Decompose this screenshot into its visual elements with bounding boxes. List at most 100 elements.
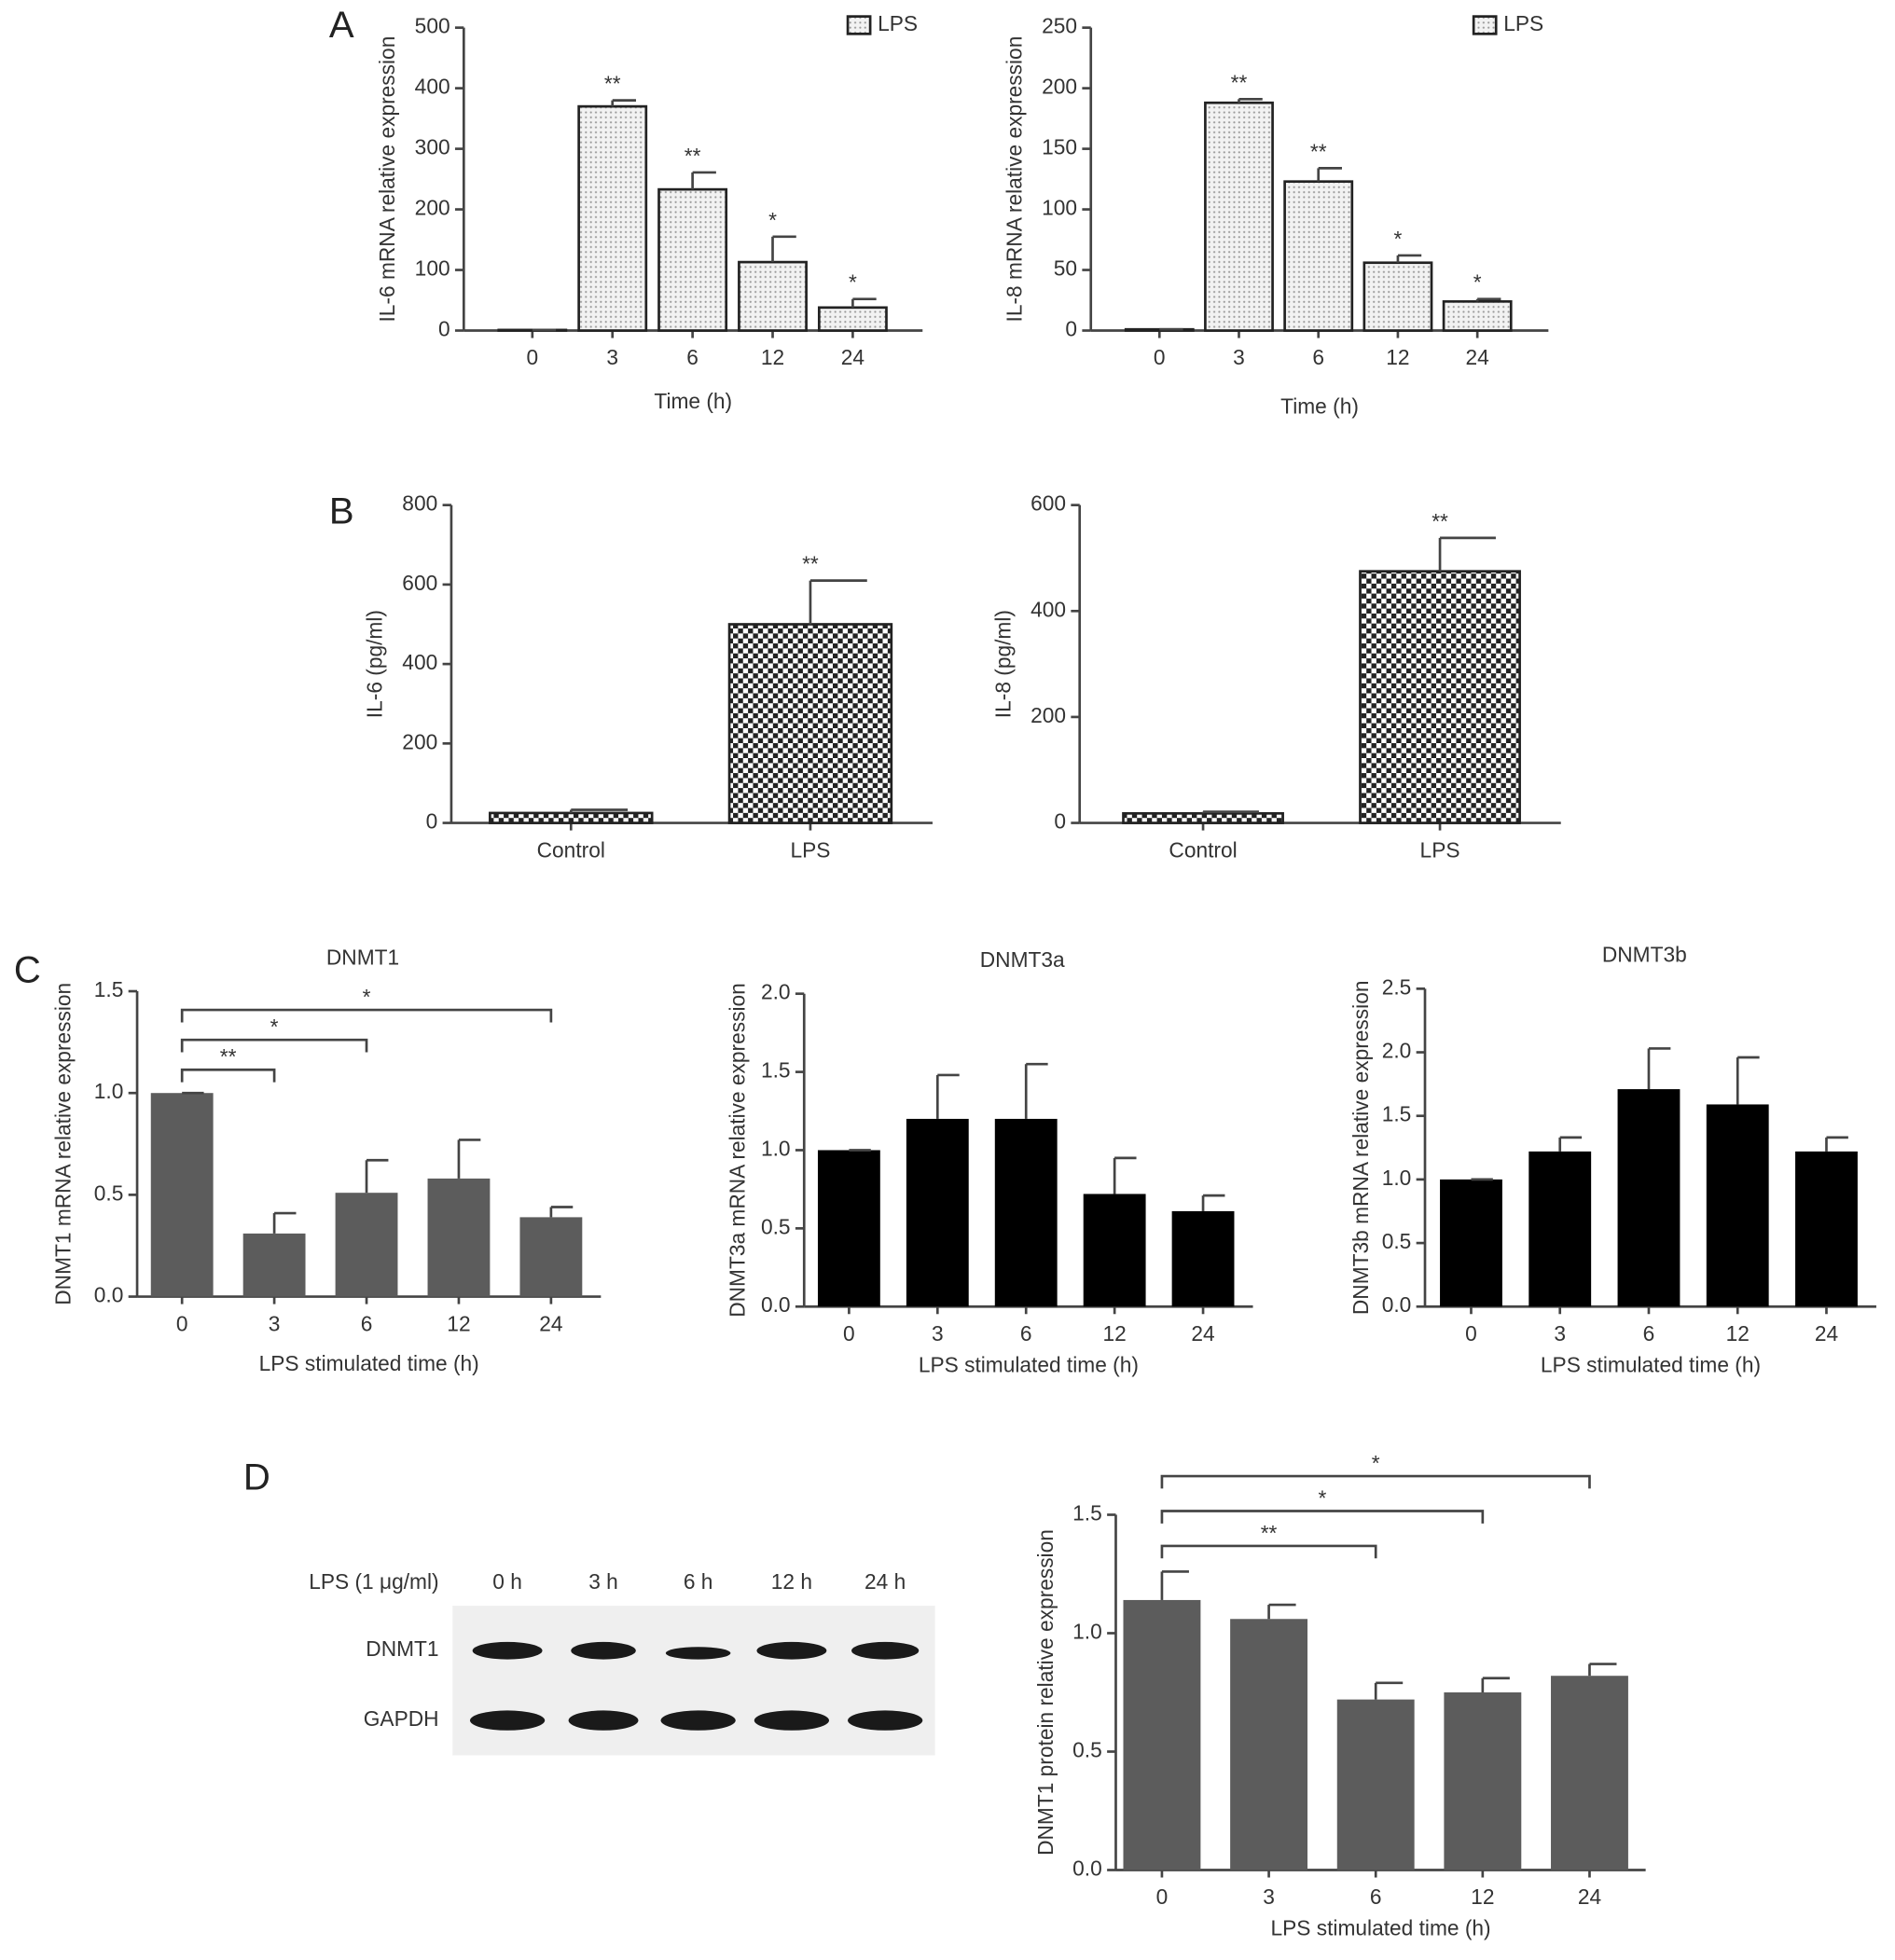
blot-lane: 0 h	[492, 1569, 522, 1594]
x-tick-label: 12	[447, 1311, 470, 1335]
y-tick-label: 1.0	[94, 1079, 124, 1103]
x-axis-label: LPS stimulated time (h)	[1270, 1916, 1490, 1940]
significance: *	[768, 208, 777, 232]
comparison-label: **	[1261, 1521, 1278, 1545]
y-tick-label: 200	[402, 729, 437, 753]
panel-label: A	[329, 5, 354, 46]
x-tick-label: 0	[527, 345, 539, 369]
error-bar	[1238, 97, 1263, 104]
x-tick-label: 12	[1726, 1321, 1750, 1346]
x-axis-label: LPS stimulated time (h)	[259, 1351, 479, 1375]
chart-title: DNMT1	[326, 945, 399, 969]
y-tick-label: 1.0	[1072, 1620, 1102, 1644]
x-tick-label: Control	[537, 837, 605, 862]
error-bar	[1201, 810, 1259, 814]
y-axis-label: DNMT3a mRNA relative expression	[726, 983, 750, 1318]
bar	[738, 260, 808, 332]
bar	[1444, 1692, 1522, 1870]
legend-swatch	[846, 15, 872, 35]
y-axis-label: IL-6 (pg/ml)	[363, 610, 387, 718]
blot-bands	[469, 1641, 923, 1731]
x-tick-label: 12	[1471, 1884, 1494, 1909]
y-tick-label: 600	[402, 571, 437, 595]
y-axis-label: IL-8 mRNA relative expression	[1003, 36, 1027, 323]
bar	[1551, 1676, 1628, 1870]
error-bar	[457, 1139, 481, 1179]
bar	[1362, 261, 1433, 332]
y-tick-label: 2.0	[1382, 1039, 1412, 1063]
significance: *	[1473, 270, 1482, 295]
bar	[577, 104, 648, 332]
comparison-bracket	[180, 1038, 368, 1053]
comparison-label: *	[1372, 1451, 1380, 1475]
x-tick-label: 12	[761, 345, 784, 369]
x-tick-label: LPS	[790, 837, 830, 862]
bar	[1706, 1104, 1769, 1307]
y-tick-label: 1.0	[761, 1136, 791, 1160]
error-bar	[272, 1211, 297, 1234]
x-tick-label: 6	[1643, 1321, 1655, 1346]
significance: **	[1231, 70, 1248, 94]
x-tick-label: 0	[1465, 1321, 1477, 1346]
comparison-label: *	[270, 1015, 279, 1039]
x-axis-label: LPS stimulated time (h)	[1541, 1352, 1761, 1376]
x-tick-label: 6	[1312, 345, 1324, 369]
error-bar	[1558, 1136, 1583, 1152]
x-tick-label: 3	[1263, 1884, 1275, 1909]
error-bar	[1438, 536, 1496, 572]
comparison-bracket	[180, 1068, 276, 1083]
legend-label: LPS	[1503, 11, 1543, 35]
x-tick-label: 0	[1156, 1884, 1169, 1909]
x-tick-label: 24	[1191, 1321, 1214, 1346]
x-tick-label: 6	[1370, 1884, 1382, 1909]
x-tick-label: 6	[686, 345, 699, 369]
bar	[906, 1118, 969, 1307]
blot-lane: 12 h	[771, 1569, 812, 1594]
error-bar	[1160, 1570, 1189, 1600]
chart-title: DNMT3b	[1602, 943, 1687, 967]
bar	[1795, 1151, 1858, 1307]
y-tick-label: 50	[1054, 256, 1077, 281]
blot-lane: 3 h	[588, 1569, 618, 1594]
error-bar	[1267, 1603, 1296, 1620]
bar	[1617, 1089, 1681, 1307]
error-bar	[1825, 1136, 1848, 1152]
x-tick-label: Control	[1169, 837, 1237, 862]
significance: **	[1432, 509, 1448, 533]
bar	[335, 1193, 398, 1297]
y-tick-label: 150	[1042, 135, 1077, 159]
bar	[1083, 1194, 1146, 1307]
comparison-label: **	[220, 1044, 237, 1069]
significance: *	[849, 270, 857, 295]
y-tick-label: 600	[1030, 491, 1066, 516]
y-tick-label: 1.5	[761, 1058, 791, 1083]
bar	[1122, 811, 1284, 824]
significance: **	[802, 552, 819, 576]
x-tick-label: 24	[1815, 1321, 1838, 1346]
comparison-bracket	[1160, 1510, 1485, 1524]
bar	[1336, 1699, 1415, 1870]
significance: **	[604, 72, 621, 96]
bar	[1528, 1151, 1592, 1307]
x-tick-label: 0	[1154, 345, 1166, 369]
y-tick-label: 400	[415, 75, 450, 99]
comparison-label: *	[1318, 1485, 1326, 1510]
y-tick-label: 0.0	[761, 1292, 791, 1317]
bar	[1204, 101, 1274, 332]
y-axis-label: IL-8 (pg/ml)	[990, 610, 1015, 718]
error-bar	[1736, 1056, 1760, 1105]
y-tick-label: 1.0	[1382, 1166, 1412, 1190]
x-tick-label: 3	[1233, 345, 1245, 369]
x-tick-label: 3	[269, 1311, 281, 1335]
y-tick-label: 100	[415, 256, 450, 281]
comparison-bracket	[1160, 1544, 1377, 1559]
y-tick-label: 0.5	[761, 1214, 791, 1238]
error-bar	[1024, 1062, 1048, 1119]
x-tick-label: 0	[843, 1321, 855, 1346]
bar	[1123, 1599, 1201, 1870]
y-tick-label: 0.5	[1072, 1738, 1102, 1762]
y-tick-label: 0.0	[1072, 1856, 1102, 1881]
bar	[489, 811, 654, 824]
y-tick-label: 1.5	[1072, 1501, 1102, 1525]
x-axis-label: Time (h)	[654, 389, 732, 413]
